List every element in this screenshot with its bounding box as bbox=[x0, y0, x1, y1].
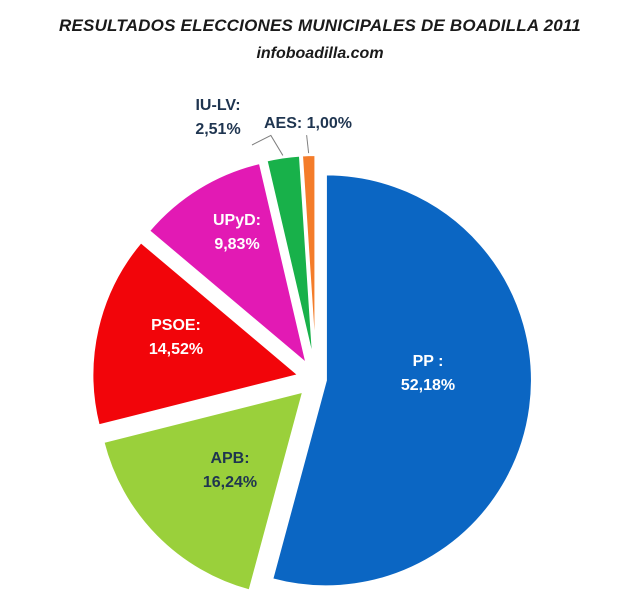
pie-slices bbox=[91, 154, 533, 592]
slice-labels: PP : 52,18% APB: 16,24% PSOE: 14,52% UPyD: 9,83… bbox=[149, 97, 455, 491]
leader-line-aes bbox=[306, 135, 310, 154]
pie-slice-iu-lv bbox=[265, 154, 315, 362]
pie-slice-upyd bbox=[147, 161, 309, 367]
slice-label-name: PSOE: bbox=[151, 317, 201, 334]
chart-title: RESULTADOS ELECCIONES MUNICIPALES DE BOA… bbox=[59, 16, 581, 35]
leader-lines bbox=[251, 134, 310, 156]
slice-label-psoe: PSOE: 14,52% bbox=[149, 317, 203, 358]
slice-label-apb: APB: 16,24% bbox=[203, 450, 257, 491]
pie-slice-apb bbox=[102, 390, 305, 592]
chart-subtitle: infoboadilla.com bbox=[256, 45, 384, 62]
slice-label-iu-lv: IU-LV: 2,51% bbox=[195, 97, 240, 138]
slice-label-name: AES: bbox=[264, 115, 307, 132]
slice-label-name: PP : bbox=[413, 353, 444, 370]
slice-label-upyd: UPyD: 9,83% bbox=[213, 212, 261, 253]
slice-label-name: IU-LV: bbox=[195, 97, 240, 114]
slice-label-value: 2,51% bbox=[195, 121, 240, 138]
slice-label-value: 16,24% bbox=[203, 474, 257, 491]
slice-label-value: 52,18% bbox=[401, 377, 455, 394]
slice-label-name: APB: bbox=[210, 450, 249, 467]
pie-slice-psoe bbox=[91, 240, 301, 427]
slice-label-value: 1,00% bbox=[307, 115, 352, 132]
slice-label-value: 9,83% bbox=[214, 236, 259, 253]
slice-label-name: UPyD: bbox=[213, 212, 261, 229]
leader-line-iu-lv bbox=[251, 134, 284, 156]
slice-label-pp: PP : 52,18% bbox=[401, 353, 455, 394]
slice-label-aes: AES: 1,00% bbox=[264, 115, 352, 132]
slice-label-value: 14,52% bbox=[149, 341, 203, 358]
pie-slice-aes bbox=[300, 154, 317, 362]
pie-slice-pp bbox=[271, 173, 533, 588]
